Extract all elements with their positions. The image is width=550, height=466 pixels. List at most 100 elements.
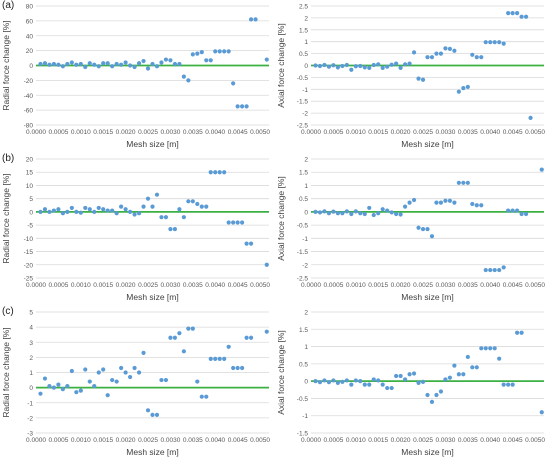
data-point bbox=[353, 64, 358, 69]
data-point bbox=[78, 210, 83, 215]
data-point bbox=[235, 104, 240, 109]
data-point bbox=[501, 382, 506, 387]
data-point bbox=[87, 207, 92, 212]
data-point bbox=[465, 84, 470, 90]
data-point bbox=[340, 63, 345, 69]
x-tick-label: 0.0035 bbox=[183, 437, 203, 444]
x-tick-label: 0.0020 bbox=[391, 437, 411, 444]
y-tick-label: 15 bbox=[26, 170, 34, 177]
data-point bbox=[322, 378, 327, 383]
data-point bbox=[38, 391, 43, 396]
data-point bbox=[488, 346, 493, 351]
data-point bbox=[510, 208, 515, 213]
data-point bbox=[150, 61, 155, 67]
data-point bbox=[429, 234, 435, 239]
data-point bbox=[479, 203, 484, 208]
data-point bbox=[438, 389, 444, 394]
y-tick-label: -15 bbox=[24, 249, 34, 256]
data-point bbox=[136, 211, 142, 216]
data-point bbox=[371, 62, 376, 68]
data-point bbox=[322, 62, 327, 68]
data-point bbox=[447, 198, 453, 203]
data-point bbox=[204, 394, 209, 399]
x-tick-label: 0.0045 bbox=[228, 282, 248, 289]
data-point bbox=[177, 207, 182, 212]
x-tick-label: 0.0040 bbox=[480, 437, 500, 444]
data-point bbox=[87, 379, 92, 384]
y-tick-label: -2 bbox=[302, 111, 308, 118]
y-tick-label: 0.5 bbox=[299, 361, 308, 368]
data-point bbox=[217, 170, 222, 175]
y-axis-label: Radial force change [%] bbox=[1, 173, 11, 263]
data-point bbox=[380, 65, 385, 70]
chart-panel-c-radial: (c) -3 -2 -1 0 1 2 3 4 5 0.0000 0.0005 0.0010 0.0015… bbox=[0, 306, 275, 461]
data-point bbox=[159, 215, 164, 220]
y-tick-label: -60 bbox=[24, 108, 34, 115]
data-point bbox=[474, 203, 479, 208]
data-point bbox=[190, 52, 195, 57]
data-point bbox=[150, 412, 155, 417]
data-point bbox=[38, 209, 43, 214]
data-point bbox=[154, 412, 160, 417]
x-axis-label: Mesh size [m] bbox=[126, 292, 178, 302]
data-point bbox=[114, 61, 119, 67]
data-point bbox=[349, 67, 354, 72]
data-point bbox=[74, 209, 79, 214]
data-point bbox=[367, 382, 372, 387]
data-point bbox=[429, 399, 435, 404]
data-point bbox=[110, 208, 115, 213]
y-tick-label: 2 bbox=[304, 157, 308, 164]
data-point bbox=[434, 51, 439, 56]
data-point bbox=[51, 208, 57, 213]
y-tick-label: 5 bbox=[29, 196, 33, 203]
chart-svg: -2.5-2-1.5-1-0.500.511.520.0000 0.0005 0.0… bbox=[276, 157, 545, 303]
y-tick-label: 10 bbox=[26, 183, 34, 190]
data-point bbox=[114, 379, 119, 384]
data-point bbox=[190, 326, 195, 331]
data-point bbox=[362, 211, 367, 217]
y-tick-label: 1 bbox=[304, 344, 308, 351]
x-tick-label: 0.0005 bbox=[48, 437, 68, 444]
x-tick-label: 0.0000 bbox=[301, 282, 321, 289]
data-point bbox=[411, 50, 417, 55]
data-point bbox=[344, 62, 349, 68]
data-point bbox=[65, 209, 70, 214]
data-point bbox=[452, 48, 457, 53]
data-point bbox=[92, 384, 97, 389]
x-tick-label: 0.0030 bbox=[160, 282, 180, 289]
data-point bbox=[60, 64, 65, 69]
data-point bbox=[240, 220, 245, 225]
data-point bbox=[231, 81, 236, 86]
data-point bbox=[101, 367, 106, 372]
y-tick-label: -2 bbox=[302, 262, 308, 269]
y-tick-label: -5 bbox=[27, 223, 33, 230]
y-tick-label: 0.5 bbox=[299, 196, 308, 203]
data-point bbox=[510, 382, 515, 387]
x-tick-label: 0.0040 bbox=[205, 282, 225, 289]
x-tick-label: 0.0005 bbox=[323, 437, 343, 444]
data-point bbox=[60, 387, 65, 392]
data-point bbox=[402, 62, 408, 67]
data-point bbox=[168, 58, 173, 63]
data-point bbox=[434, 200, 439, 205]
data-point bbox=[96, 370, 101, 375]
y-tick-label: -0.5 bbox=[297, 75, 309, 82]
data-point bbox=[190, 199, 195, 204]
data-point bbox=[226, 49, 231, 54]
data-point bbox=[317, 210, 323, 215]
data-point bbox=[497, 356, 502, 361]
data-point bbox=[420, 77, 426, 82]
data-point bbox=[240, 104, 245, 109]
data-point bbox=[208, 58, 213, 63]
data-point bbox=[443, 377, 448, 382]
y-tick-label: 1 bbox=[304, 183, 308, 190]
data-point bbox=[127, 374, 133, 380]
data-point bbox=[217, 49, 222, 54]
data-point bbox=[425, 392, 430, 398]
data-point bbox=[483, 267, 488, 273]
data-point bbox=[56, 207, 61, 212]
y-tick-label: 0.5 bbox=[299, 51, 308, 58]
data-point bbox=[83, 64, 88, 70]
panel-label: (b) bbox=[2, 153, 15, 164]
data-point bbox=[407, 61, 412, 66]
